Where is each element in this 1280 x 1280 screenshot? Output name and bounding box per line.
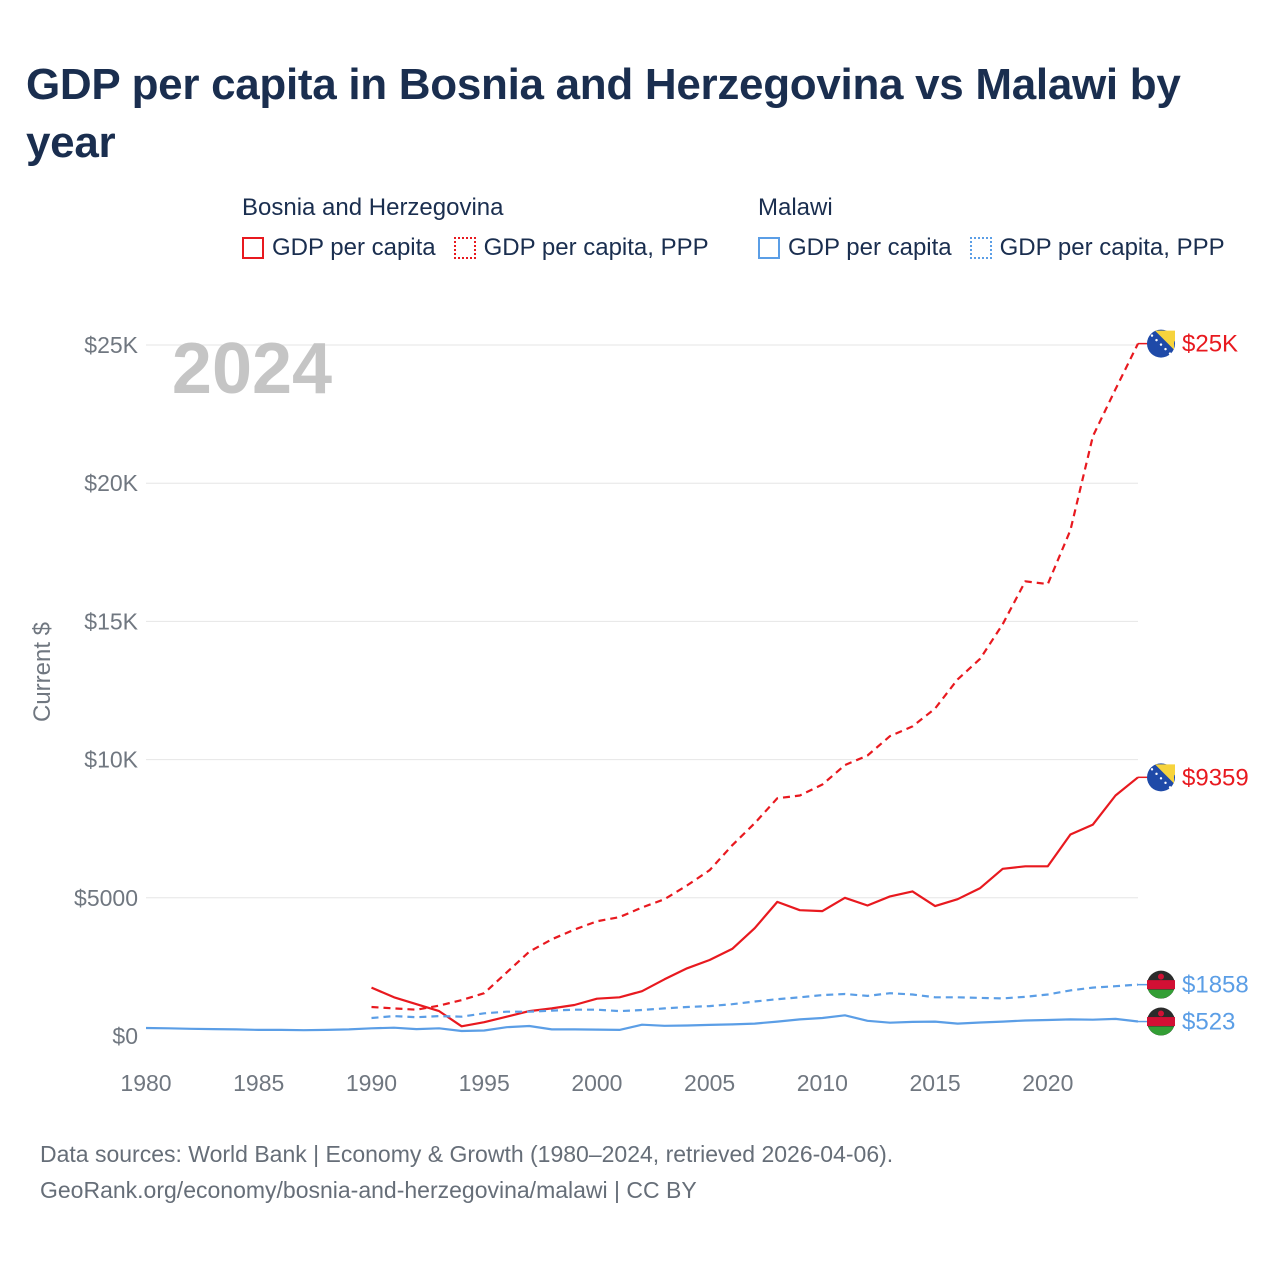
flag-star xyxy=(1168,786,1172,789)
flag-stripe-green xyxy=(1148,1026,1174,1036)
flag-star xyxy=(1150,768,1154,771)
chart-title: GDP per capita in Bosnia and Herzegovina… xyxy=(26,60,1181,167)
series-line[interactable] xyxy=(371,343,1139,1011)
flag-star xyxy=(1159,777,1163,780)
flag-sun xyxy=(1158,1010,1164,1017)
flag-star xyxy=(1164,347,1167,351)
legend-swatch-solid xyxy=(242,237,264,259)
flag-star xyxy=(1150,334,1154,337)
legend-swatch-dotted xyxy=(969,237,992,259)
flag-star xyxy=(1159,343,1163,346)
series-end-label: $9359 xyxy=(1182,764,1249,791)
legend-item-bosnia-gdp[interactable]: GDP per capita xyxy=(242,234,436,262)
legend-label: GDP per capita, PPP xyxy=(999,234,1225,261)
flag-triangle xyxy=(1155,330,1174,350)
y-tick-label: $5000 xyxy=(74,885,138,911)
series-end-label: $25K xyxy=(1182,331,1238,358)
year-watermark: 2024 xyxy=(172,329,332,409)
footer-sources: Data sources: World Bank | Economy & Gro… xyxy=(40,1141,894,1167)
x-tick-label: 1980 xyxy=(120,1070,171,1096)
y-tick-label: $25K xyxy=(84,332,138,358)
y-tick-label: $10K xyxy=(84,747,138,773)
legend-group-title: Malawi xyxy=(758,194,833,221)
x-tick-label: 1995 xyxy=(459,1070,510,1096)
legend-group-title: Bosnia and Herzegovina xyxy=(242,194,504,221)
flag-star xyxy=(1155,338,1158,342)
series-line[interactable] xyxy=(145,1014,1139,1033)
flag-stripe-green xyxy=(1148,989,1174,999)
flag-triangle xyxy=(1155,764,1174,784)
x-tick-label: 2010 xyxy=(797,1070,848,1096)
series-line[interactable] xyxy=(371,983,1139,1020)
x-tick-label: 1990 xyxy=(346,1070,397,1096)
series-line[interactable] xyxy=(371,776,1139,1028)
flag-star xyxy=(1168,352,1172,355)
x-tick-label: 1985 xyxy=(233,1070,284,1096)
legend-label: GDP per capita xyxy=(788,234,952,261)
flag-stripe-red xyxy=(1147,1017,1175,1027)
bosnia-flag-icon xyxy=(1147,763,1175,792)
legend-swatch-solid xyxy=(758,237,780,259)
x-tick-label: 2005 xyxy=(684,1070,735,1096)
y-axis-title: Current $ xyxy=(29,622,56,722)
flag-triangle xyxy=(1155,764,1175,776)
footer-url[interactable]: GeoRank.org/economy/bosnia-and-herzegovi… xyxy=(40,1177,697,1203)
series-end-label: $523 xyxy=(1182,1009,1235,1036)
series-end-label: $1858 xyxy=(1182,972,1249,999)
flag-stripe-red xyxy=(1147,980,1175,990)
legend-item-malawi-gdp[interactable]: GDP per capita xyxy=(758,234,952,262)
legend-swatch-dotted xyxy=(453,237,476,259)
flag-star xyxy=(1164,781,1167,785)
legend-item-bosnia-gdp-ppp[interactable]: GDP per capita, PPP xyxy=(453,234,709,262)
flag-sun xyxy=(1158,973,1164,980)
x-tick-label: 2000 xyxy=(571,1070,622,1096)
malawi-flag-icon xyxy=(1147,1007,1175,1036)
x-tick-label: 2015 xyxy=(910,1070,961,1096)
legend-group-bosnia: Bosnia and Herzegovina GDP per capita GD… xyxy=(242,194,727,262)
legend-label: GDP per capita, PPP xyxy=(483,234,709,261)
legend-item-malawi-gdp-ppp[interactable]: GDP per capita, PPP xyxy=(969,234,1225,262)
x-tick-label: 2020 xyxy=(1022,1070,1073,1096)
bosnia-flag-icon xyxy=(1147,329,1175,358)
malawi-flag-icon xyxy=(1147,970,1175,999)
legend-group-malawi: Malawi GDP per capita GDP per capita, PP… xyxy=(758,194,1243,262)
y-tick-label: $0 xyxy=(112,1023,138,1049)
footer: Data sources: World Bank | Economy & Gro… xyxy=(40,1136,893,1208)
y-tick-label: $15K xyxy=(84,608,138,634)
line-chart: $0 $5000 $10K $15K $20K $25K 1980 1985 1990 1995 2… xyxy=(29,329,1249,1096)
y-tick-label: $20K xyxy=(84,470,138,496)
legend-label: GDP per capita xyxy=(272,234,436,261)
flag-star xyxy=(1155,772,1158,776)
flag-triangle xyxy=(1155,330,1175,342)
